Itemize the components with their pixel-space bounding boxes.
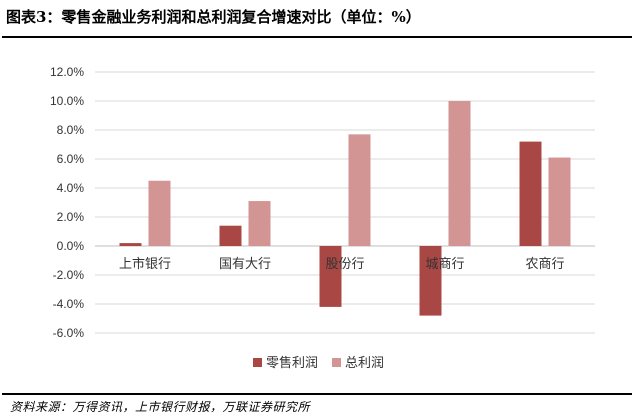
y-tick-label: -2.0% (53, 268, 85, 282)
category-label: 国有大行 (219, 257, 271, 272)
legend: 零售利润 总利润 (253, 355, 384, 371)
legend-label: 零售利润 (266, 355, 318, 371)
y-tick-label: -4.0% (53, 297, 85, 311)
bar-chart: -6.0% -4.0% -2.0% 0.0% 2.0% 4.0% 6.0% 8.0% 10.0%… (50, 65, 595, 371)
legend-swatch (253, 358, 262, 367)
source-note: 资料来源：万得资讯，上市银行财报，万联证券研究所 (10, 400, 311, 414)
legend-swatch (332, 358, 341, 367)
gridlines (95, 71, 595, 334)
category-label: 农商行 (525, 257, 564, 272)
category-label: 股份行 (325, 257, 364, 272)
category-labels: 上市银行 国有大行 股份行 城商行 农商行 (119, 256, 565, 272)
bar-total-0 (148, 180, 171, 246)
y-tick-label: -6.0% (53, 326, 85, 340)
y-tick-label: 8.0% (57, 123, 85, 137)
bar-total-1 (248, 201, 271, 246)
bar-total-2 (348, 134, 371, 246)
bar-retail-4 (519, 141, 542, 246)
y-tick-label: 6.0% (57, 152, 85, 166)
category-label: 上市银行 (119, 256, 171, 272)
bottom-rule (2, 393, 632, 395)
bar-retail-3 (419, 246, 442, 316)
y-tick-label: 2.0% (57, 210, 85, 224)
bar-total-3 (448, 101, 471, 246)
bar-retail-1 (219, 225, 242, 246)
y-tick-label: 4.0% (57, 181, 85, 195)
y-tick-label: 0.0% (57, 239, 85, 253)
top-rule (2, 36, 632, 38)
y-axis-ticks: -6.0% -4.0% -2.0% 0.0% 2.0% 4.0% 6.0% 8.0% 10.0%… (50, 65, 84, 340)
y-tick-label: 12.0% (50, 65, 84, 79)
bar-retail-0 (119, 243, 142, 246)
bar-total-4 (548, 157, 571, 246)
bar-retail-2 (319, 246, 342, 307)
bars (119, 101, 571, 316)
y-tick-label: 10.0% (50, 94, 84, 108)
legend-label: 总利润 (345, 356, 384, 371)
figure-title: 图表3：零售金融业务利润和总利润复合增速对比（单位：%） (6, 8, 421, 26)
category-label: 城商行 (425, 257, 464, 272)
